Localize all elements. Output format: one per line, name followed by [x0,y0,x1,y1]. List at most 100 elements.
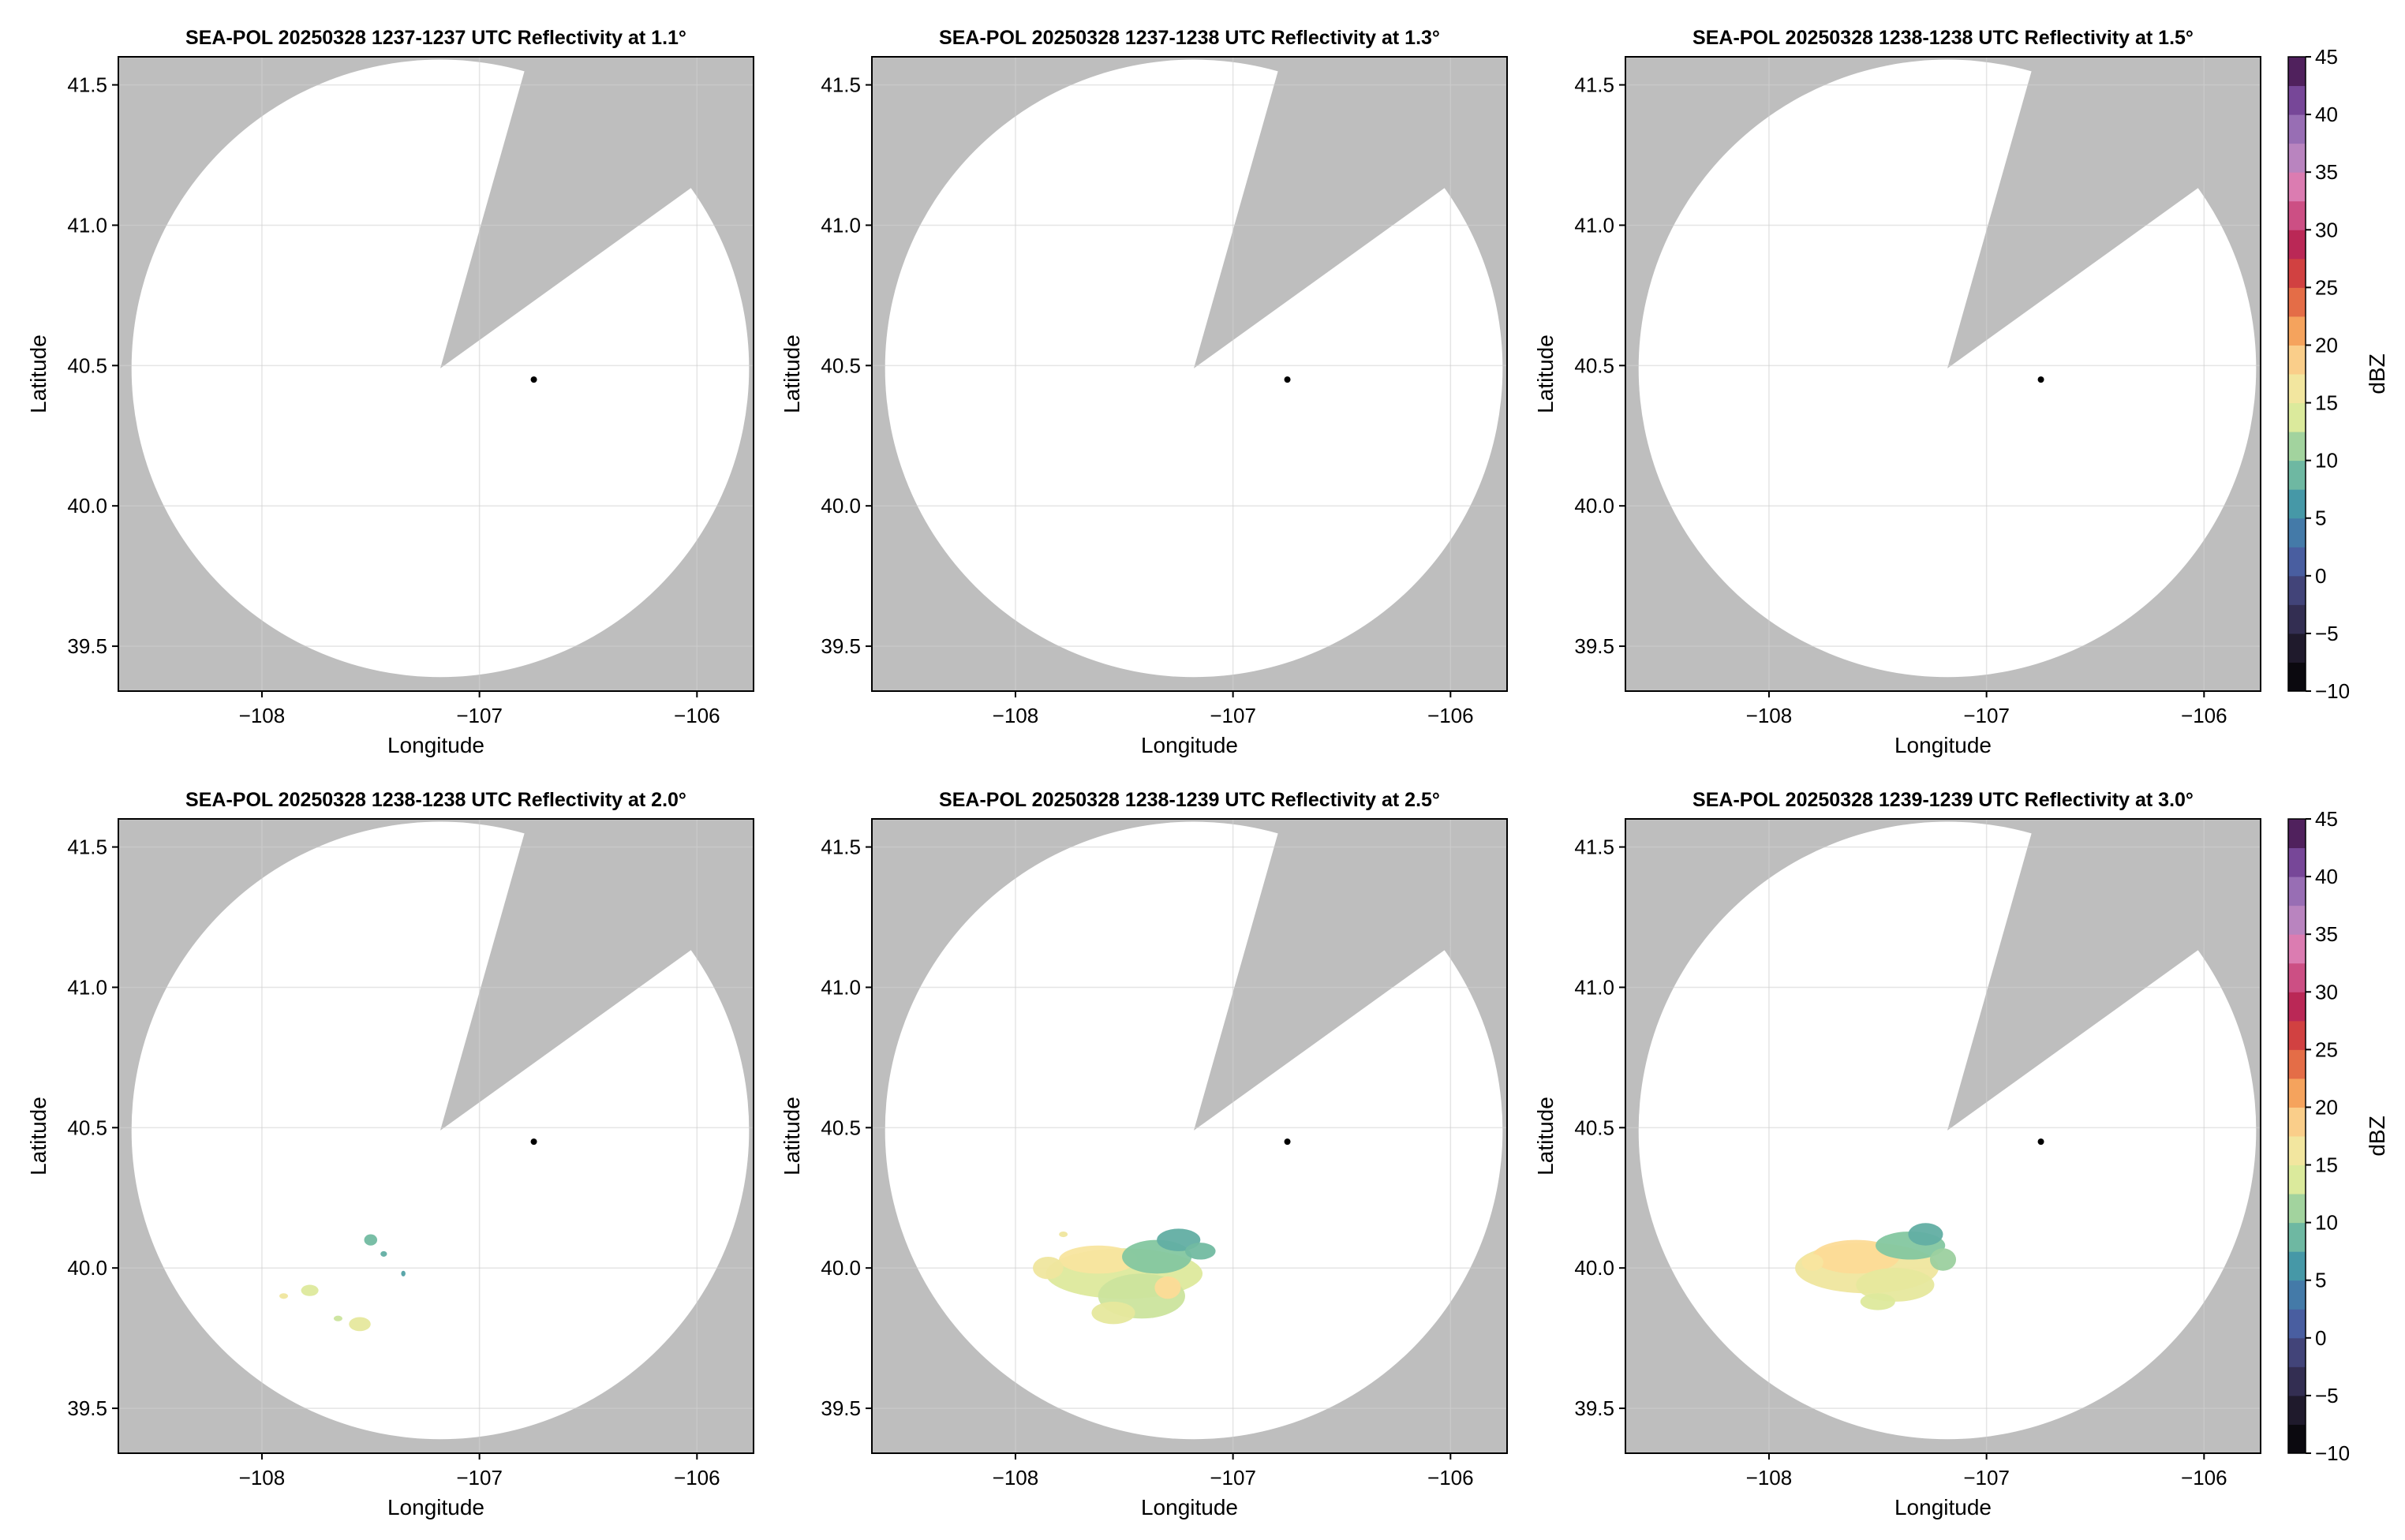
colorbar-tick-label: 45 [2315,807,2338,831]
colorbar-segment [2288,575,2306,605]
colorbar-segment [2288,1309,2306,1339]
colorbar-segment [2288,1020,2306,1050]
colorbar-segment [2288,230,2306,260]
radar-site-marker [1284,1138,1291,1146]
colorbar-frame [2287,56,2306,692]
radar-site-marker [1284,376,1291,383]
plot-area [1625,57,2261,691]
x-tick-label: −108 [239,1466,286,1490]
x-tick-label: −106 [1427,704,1474,727]
y-tick-label: 41.5 [67,835,107,859]
colorbar-segment [2288,114,2306,144]
x-axis-label: Longitude [1141,733,1238,757]
axes-frame [118,56,754,692]
blocked-sector [1947,819,2261,1131]
y-tick-label: 41.0 [1574,975,1614,999]
y-tick-label: 40.5 [67,1116,107,1139]
reflectivity-echo [333,1315,342,1321]
colorbar-segment [2288,877,2306,906]
colorbar-segment [2288,258,2306,288]
colorbar-tick-label: 5 [2315,1269,2326,1292]
colorbar-tick-label: 10 [2315,449,2338,473]
reflectivity-echo [380,1250,387,1257]
colorbar-tick-label: 40 [2315,103,2338,126]
y-tick-label: 40.0 [67,494,107,518]
y-tick-label: 40.0 [1574,494,1614,518]
x-tick-label: −106 [2181,704,2227,727]
colorbar-segment [2288,172,2306,202]
x-tick-label: −107 [1210,1466,1256,1490]
axes-frame [118,818,754,1454]
colorbar-segment [2288,1049,2306,1079]
colorbar-tick-label: 0 [2315,564,2326,588]
radar-site-marker [530,1138,537,1146]
y-tick-label: 41.5 [67,73,107,97]
colorbar-segment [2288,992,2306,1022]
colorbar-tick-label: 35 [2315,160,2338,184]
x-tick-label: −107 [1963,704,2010,727]
y-axis-label: Latitude [26,1097,50,1176]
x-tick-label: −108 [993,704,1039,727]
colorbar-segment [2288,962,2306,992]
reflectivity-echo [349,1317,371,1332]
reflectivity-echo [1860,1293,1895,1310]
y-tick-label: 39.5 [821,634,861,658]
colorbar-segment [2288,460,2306,490]
x-tick-label: −107 [1963,1466,2010,1490]
blocked-sector [1194,819,1507,1131]
colorbar-segment [2288,1078,2306,1108]
colorbar-segment [2288,633,2306,663]
y-tick-label: 40.5 [67,353,107,377]
y-tick-label: 40.0 [821,494,861,518]
colorbar-segment [2288,432,2306,462]
colorbar-2: −10 −5 0 5 10 15 20 25 30 35 40 45 dBZ [2287,807,2389,1465]
y-tick-label: 40.5 [821,1116,861,1139]
colorbar-segment [2288,1337,2306,1367]
x-tick-label: −108 [1746,704,1793,727]
colorbar-frame [2287,818,2306,1454]
x-tick-label: −107 [1210,704,1256,727]
colorbar-segment [2288,1395,2306,1425]
colorbar-tick-label: 45 [2315,45,2338,69]
x-axis-label: Longitude [1894,733,1992,757]
y-tick-label: 40.5 [1574,353,1614,377]
colorbar-tick-label: 15 [2315,391,2338,415]
colorbar-segment [2288,402,2306,432]
colorbar-segment [2288,1366,2306,1396]
colorbar-tick-label: −10 [2315,1441,2350,1465]
colorbar-tick-label: 25 [2315,1037,2338,1061]
colorbar-tick-label: 30 [2315,980,2338,1004]
y-tick-label: 41.0 [821,975,861,999]
y-axis-label: Latitude [1533,335,1558,413]
plot-area [118,819,754,1453]
colorbar-segment [2288,819,2306,849]
colorbar-segment [2288,604,2306,634]
y-tick-label: 40.0 [1574,1256,1614,1280]
x-tick-label: −108 [1746,1466,1793,1490]
colorbar-segment [2288,1280,2306,1310]
x-tick-label: −106 [1427,1466,1474,1490]
colorbar-segment [2288,934,2306,964]
reflectivity-echo [1184,1243,1216,1260]
blocked-sector [1947,57,2261,368]
axes-frame [1625,56,2261,692]
panel-6: −108 −107 −106 39.5 40.0 40.5 41.0 41.5 Longitud… [1533,789,2261,1519]
colorbar-segment [2288,1136,2306,1166]
y-tick-label: 41.5 [821,835,861,859]
blocked-sector [440,819,754,1131]
reflectivity-echo [1929,1248,1957,1271]
axes-frame [1625,818,2261,1454]
reflectivity-echo [1908,1223,1943,1246]
colorbar-tick-label: 5 [2315,506,2326,530]
panel-3: −108 −107 −106 39.5 40.0 40.5 41.0 41.5 Longitud… [1533,27,2261,757]
colorbar-segment [2288,1222,2306,1252]
colorbar-1: −10 −5 0 5 10 15 20 25 30 35 40 45 dBZ [2287,45,2389,703]
y-tick-label: 39.5 [67,634,107,658]
plot-area [872,819,1507,1453]
x-tick-label: −108 [239,704,286,727]
colorbar-tick-label: −5 [2315,1384,2339,1407]
y-tick-label: 40.5 [1574,1116,1614,1139]
y-tick-label: 40.0 [67,1256,107,1280]
axes-frame [871,56,1508,692]
